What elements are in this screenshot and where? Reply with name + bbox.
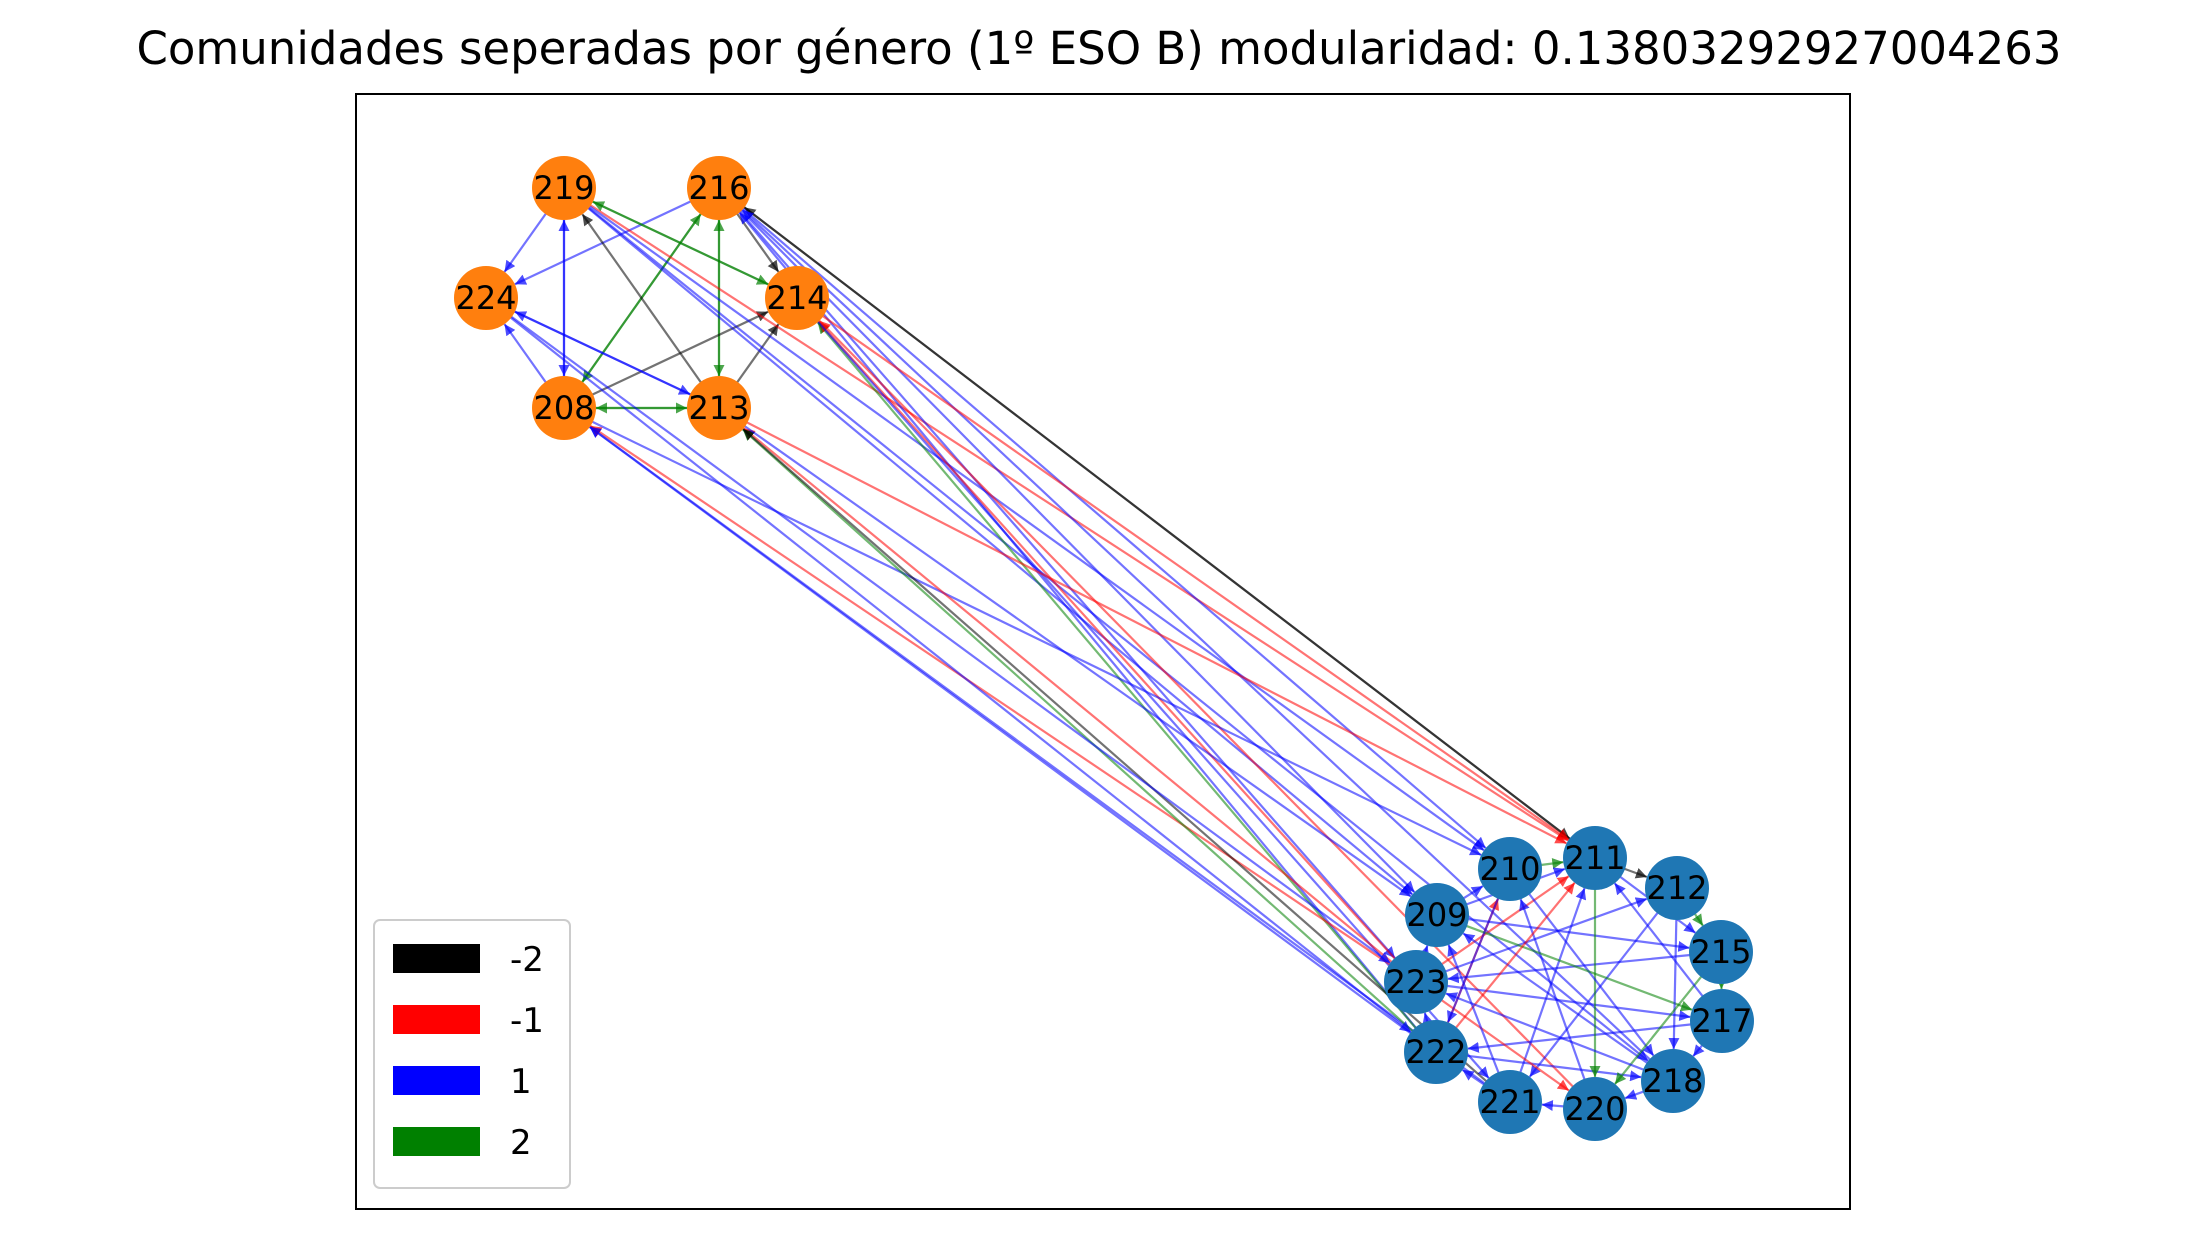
edge-214-to-221 [808,311,1490,1079]
node-213 [687,376,751,440]
edge-216-to-214 [729,203,780,273]
edge-209-to-215 [1455,916,1690,952]
node-211 [1563,826,1627,890]
node-210 [1478,837,1542,901]
edge-223-to-220 [1431,992,1570,1092]
edge-217-to-211 [1613,882,1712,1007]
edge-222-to-211 [1447,882,1576,1038]
edge-221-to-213 [742,428,1497,1091]
edge-218-to-209 [1462,932,1658,1071]
edge-216-to-224 [514,195,703,286]
edges-layer [500,195,1727,1111]
legend: -2 -1 1 2 [373,919,571,1189]
legend-label-neg1: -1 [510,1001,544,1041]
edge-223-to-214 [817,320,1404,969]
node-label-219: 219 [533,169,594,207]
node-217 [1690,989,1754,1053]
node-label-208: 208 [533,389,594,427]
node-label-212: 212 [1646,869,1707,907]
legend-swatch-pos2 [393,1127,480,1156]
edge-212-to-218 [1668,907,1680,1050]
legend-swatch-pos1 [393,1066,480,1095]
edge-224-to-223 [500,308,1391,964]
node-212 [1645,856,1709,920]
node-208 [532,376,596,440]
node-label-224: 224 [455,279,516,317]
edge-219-to-218 [578,199,1649,1062]
edge-216-to-208 [581,203,709,383]
edge-214-to-219 [592,200,781,291]
edge-223-to-213 [743,427,1402,971]
node-220 [1563,1077,1627,1141]
node-label-216: 216 [688,169,749,207]
node-224 [454,266,518,330]
node-214 [765,266,829,330]
legend-label-neg2: -2 [510,940,544,980]
edge-223-to-217 [1434,983,1691,1022]
edge-216-to-209 [731,200,1416,893]
legend-label-pos2: 2 [510,1123,532,1163]
edge-211-to-216 [743,206,1581,848]
node-label-221: 221 [1479,1083,1540,1121]
edge-209-to-217 [1454,920,1693,1012]
node-label-209: 209 [1406,896,1467,934]
legend-label-pos1: 1 [510,1062,532,1102]
nodes-layer: 219 216 224 214 208 213 210 211 212 209 215 223 217 2… [454,156,1754,1141]
node-219 [532,156,596,220]
node-label-210: 210 [1479,850,1540,888]
node-218 [1641,1049,1705,1113]
edge-219-to-209 [578,199,1414,896]
edge-216-to-223 [730,201,1396,959]
node-label-215: 215 [1690,933,1751,971]
edge-218-to-223 [1445,992,1656,1076]
figure-title: Comunidades seperadas por género (1º ESO… [136,22,2062,75]
node-label-214: 214 [766,279,827,317]
node-222 [1404,1020,1468,1084]
legend-swatch-neg1 [393,1005,480,1034]
edge-212-to-221 [1528,902,1667,1078]
node-label-218: 218 [1642,1062,1703,1100]
node-label-220: 220 [1564,1090,1625,1128]
node-223 [1384,950,1448,1014]
edge-220-to-210 [1519,898,1590,1092]
edge-213-to-219 [581,213,709,393]
edge-217-to-222 [1467,1022,1704,1053]
edge-223-to-212 [1433,897,1648,977]
node-label-213: 213 [688,389,749,427]
node-216 [687,156,751,220]
edge-213-to-209 [734,418,1412,898]
node-label-222: 222 [1405,1033,1466,1071]
edge-213-to-211 [735,415,1568,845]
edge-222-to-213 [742,428,1423,1041]
edge-221-to-209 [1447,944,1505,1085]
legend-box [373,919,571,1189]
edge-224-to-213 [502,305,691,396]
edge-219-to-224 [503,203,554,273]
node-label-211: 211 [1564,839,1625,877]
edge-224-to-222 [500,309,1412,1033]
axes-frame [355,93,1851,1210]
edge-216-to-210 [732,199,1487,849]
edge-220-to-214 [818,320,1583,1097]
node-209 [1405,883,1469,947]
edge-208-to-224 [503,323,554,393]
node-221 [1478,1070,1542,1134]
edge-214-to-211 [812,308,1570,841]
edge-222-to-216 [738,211,1425,1038]
edge-223-to-208 [589,424,1401,973]
node-label-217: 217 [1691,1002,1752,1040]
edge-208-to-210 [580,415,1482,856]
node-label-223: 223 [1385,963,1446,1001]
edge-219-to-210 [578,198,1485,852]
legend-swatch-neg2 [393,944,480,973]
edge-222-to-218 [1454,1053,1642,1082]
node-215 [1689,920,1753,984]
